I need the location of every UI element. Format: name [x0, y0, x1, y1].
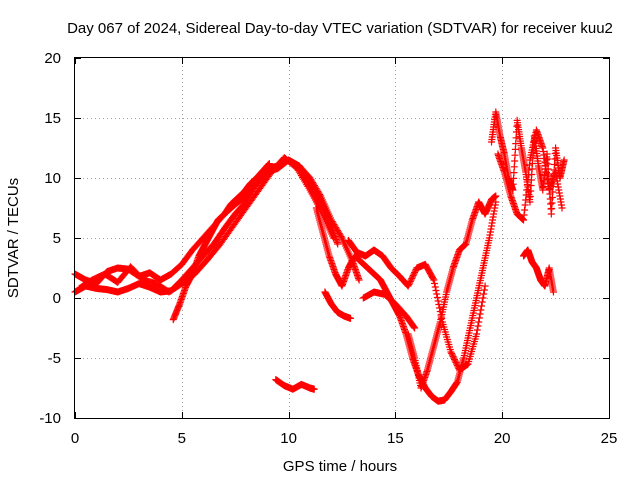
data-point-interp — [478, 298, 486, 306]
series-arc-4 — [169, 160, 273, 324]
data-point — [265, 160, 273, 168]
data-point — [334, 240, 342, 248]
x-tick-label: 25 — [601, 430, 618, 447]
data-point-interp — [475, 318, 483, 326]
data-point-interp — [434, 297, 442, 305]
series-arc-3 — [75, 154, 337, 296]
series-arc-8 — [359, 288, 419, 332]
data-series — [71, 108, 568, 405]
y-tick-label: 20 — [44, 50, 61, 67]
data-point-interp — [410, 270, 418, 278]
data-point-interp — [473, 326, 481, 334]
data-point — [492, 192, 500, 200]
x-tick-label: 15 — [387, 430, 404, 447]
data-point-interp — [436, 304, 444, 312]
data-point-interp — [431, 280, 439, 287]
data-point-interp — [476, 310, 484, 318]
data-point-interp — [406, 278, 414, 285]
y-tick-label: 15 — [44, 110, 61, 127]
data-point-interp — [405, 281, 413, 288]
y-axis: -10 -5 0 5 10 15 20 — [39, 50, 609, 427]
data-point-interp — [407, 276, 415, 284]
data-point-interp — [480, 286, 488, 294]
data-point-interp — [479, 294, 487, 302]
data-point-interp — [477, 306, 485, 314]
data-point-interp — [480, 290, 488, 298]
data-point — [481, 282, 489, 290]
data-point — [310, 385, 318, 393]
series-arc-9 — [272, 376, 318, 393]
y-tick-label: -10 — [39, 410, 61, 427]
x-axis-label: GPS time / hours — [283, 458, 397, 475]
data-point-interp — [431, 283, 439, 291]
y-tick-label: 10 — [44, 170, 61, 187]
data-point-interp — [408, 273, 416, 281]
data-point-interp — [452, 359, 460, 366]
data-point-interp — [410, 323, 418, 331]
x-tick-label: 10 — [280, 430, 297, 447]
data-point — [329, 234, 337, 242]
data-point-interp — [433, 294, 441, 301]
data-point-interp — [450, 356, 458, 363]
series-arc-7 — [321, 288, 355, 322]
grid-lines — [75, 58, 609, 418]
data-point — [404, 282, 412, 290]
data-point-interp — [453, 360, 461, 368]
data-point-interp — [409, 272, 417, 279]
data-point — [560, 156, 568, 164]
data-point-interp — [451, 357, 459, 365]
data-point — [447, 348, 455, 356]
data-point-interp — [475, 314, 483, 322]
data-point-interp — [478, 302, 486, 310]
data-point — [347, 314, 355, 322]
data-point — [549, 288, 557, 296]
x-axis: 0 5 10 15 20 25 — [71, 58, 618, 447]
data-point-interp — [411, 269, 419, 276]
data-point-interp — [429, 275, 437, 283]
data-point-interp — [432, 287, 440, 294]
plot-frame — [74, 57, 610, 419]
data-point-interp — [448, 351, 456, 359]
y-axis-label: SDTVAR / TECUs — [5, 178, 22, 298]
y-tick-label: -5 — [48, 350, 61, 367]
x-tick-label: 5 — [178, 430, 186, 447]
data-point-interp — [474, 322, 482, 330]
y-tick-label: 0 — [53, 290, 61, 307]
y-tick-label: 5 — [53, 230, 61, 247]
data-point-interp — [406, 279, 414, 287]
chart-title: Day 067 of 2024, Sidereal Day-to-day VTE… — [67, 20, 613, 37]
series-arc-6 — [344, 236, 489, 374]
data-point — [355, 276, 363, 284]
data-point — [473, 330, 481, 338]
data-point-interp — [448, 350, 456, 357]
x-tick-label: 0 — [71, 430, 79, 447]
data-point-interp — [408, 275, 416, 282]
data-point-interp — [449, 353, 457, 360]
series-arc-10 — [404, 192, 500, 392]
data-point — [411, 324, 419, 332]
series-arc-5 — [312, 198, 500, 405]
data-point-interp — [450, 354, 458, 362]
data-point-interp — [433, 290, 441, 298]
series-arc-12 — [494, 126, 566, 224]
data-point — [558, 204, 566, 212]
data-point — [430, 276, 438, 284]
series-arc-13 — [520, 246, 557, 296]
x-tick-label: 20 — [494, 430, 511, 447]
data-point-interp — [453, 362, 461, 369]
